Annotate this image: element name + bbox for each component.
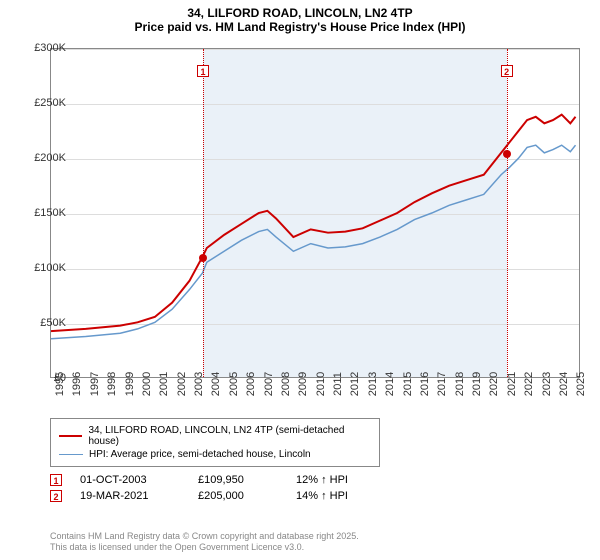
x-axis-tick: 1996: [71, 372, 83, 396]
transaction-pct: 12% ↑ HPI: [296, 474, 348, 486]
x-axis-tick: 2010: [315, 372, 327, 396]
x-axis-tick: 2021: [506, 372, 518, 396]
transaction-price: £205,000: [198, 490, 278, 502]
transaction-marker: 1: [50, 474, 62, 486]
plot-area: 12: [50, 48, 580, 378]
x-axis-tick: 2007: [263, 372, 275, 396]
marker-vline: [203, 49, 204, 377]
legend-item: 34, LILFORD ROAD, LINCOLN, LN2 4TP (semi…: [59, 425, 371, 447]
x-axis-tick: 2013: [367, 372, 379, 396]
x-axis-tick: 2020: [488, 372, 500, 396]
transaction-row: 2 19-MAR-2021 £205,000 14% ↑ HPI: [50, 490, 348, 502]
legend-item: HPI: Average price, semi-detached house,…: [59, 449, 371, 460]
x-axis-tick: 1998: [106, 372, 118, 396]
x-axis-tick: 1999: [124, 372, 136, 396]
x-axis-tick: 2005: [228, 372, 240, 396]
legend-swatch: [59, 454, 83, 456]
marker-dot: [503, 150, 511, 158]
legend: 34, LILFORD ROAD, LINCOLN, LN2 4TP (semi…: [50, 418, 380, 467]
marker-label: 2: [501, 65, 513, 77]
attribution-footer: Contains HM Land Registry data © Crown c…: [50, 531, 359, 554]
y-axis-tick: £150K: [34, 207, 66, 219]
x-axis-tick: 1997: [89, 372, 101, 396]
x-axis-tick: 2022: [523, 372, 535, 396]
x-axis-tick: 2019: [471, 372, 483, 396]
y-axis-tick: £100K: [34, 262, 66, 274]
transaction-row: 1 01-OCT-2003 £109,950 12% ↑ HPI: [50, 474, 348, 486]
x-axis-tick: 2011: [332, 372, 344, 396]
transaction-price: £109,950: [198, 474, 278, 486]
x-axis-tick: 1995: [54, 372, 66, 396]
x-axis-tick: 2014: [384, 372, 396, 396]
chart-title-line2: Price paid vs. HM Land Registry's House …: [0, 20, 600, 34]
x-axis-tick: 2006: [245, 372, 257, 396]
transaction-table: 1 01-OCT-2003 £109,950 12% ↑ HPI 2 19-MAR-202…: [50, 470, 348, 506]
x-axis-tick: 2017: [436, 372, 448, 396]
x-axis-tick: 2018: [454, 372, 466, 396]
footer-line2: This data is licensed under the Open Gov…: [50, 542, 359, 554]
x-axis-tick: 2023: [541, 372, 553, 396]
transaction-date: 19-MAR-2021: [80, 490, 180, 502]
legend-swatch: [59, 435, 82, 437]
transaction-pct: 14% ↑ HPI: [296, 490, 348, 502]
x-axis-tick: 2025: [575, 372, 587, 396]
y-axis-tick: £50K: [40, 317, 66, 329]
x-axis-tick: 2008: [280, 372, 292, 396]
transaction-date: 01-OCT-2003: [80, 474, 180, 486]
marker-dot: [199, 254, 207, 262]
y-axis-tick: £250K: [34, 97, 66, 109]
chart-title-line1: 34, LILFORD ROAD, LINCOLN, LN2 4TP: [0, 0, 600, 20]
x-axis-tick: 2012: [349, 372, 361, 396]
legend-label: 34, LILFORD ROAD, LINCOLN, LN2 4TP (semi…: [88, 425, 371, 447]
x-axis-tick: 2000: [141, 372, 153, 396]
line-series: [51, 49, 579, 377]
x-axis-tick: 2016: [419, 372, 431, 396]
series-hpi: [51, 145, 576, 339]
marker-vline: [507, 49, 508, 377]
y-axis-tick: £200K: [34, 152, 66, 164]
x-axis-tick: 2015: [402, 372, 414, 396]
x-axis-tick: 2024: [558, 372, 570, 396]
legend-label: HPI: Average price, semi-detached house,…: [89, 449, 311, 460]
footer-line1: Contains HM Land Registry data © Crown c…: [50, 531, 359, 543]
chart-container: 34, LILFORD ROAD, LINCOLN, LN2 4TP Price…: [0, 0, 600, 560]
series-property: [51, 115, 576, 331]
x-axis-tick: 2002: [176, 372, 188, 396]
marker-label: 1: [197, 65, 209, 77]
x-axis-tick: 2009: [297, 372, 309, 396]
x-axis-tick: 2001: [158, 372, 170, 396]
transaction-marker: 2: [50, 490, 62, 502]
y-axis-tick: £300K: [34, 42, 66, 54]
x-axis-tick: 2003: [193, 372, 205, 396]
x-axis-tick: 2004: [210, 372, 222, 396]
